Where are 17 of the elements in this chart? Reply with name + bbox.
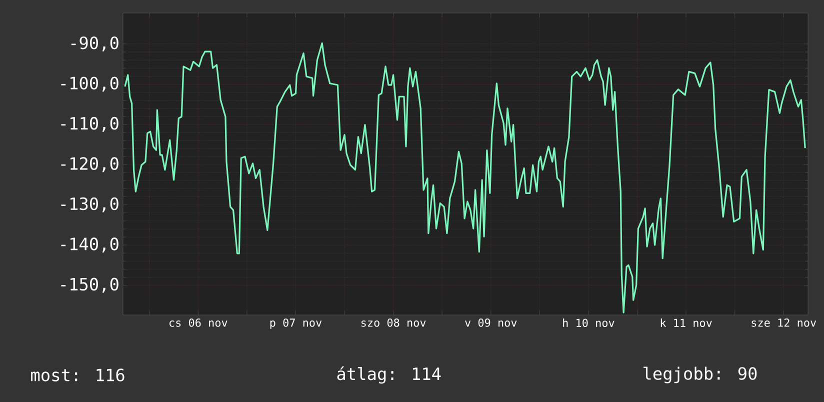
x-tick-label: szo 08 nov [361,318,426,327]
x-tick-label: sze 12 nov [752,318,816,327]
y-tick-label: -130,0 [61,197,118,212]
y-tick-label: -90,0 [71,36,118,52]
x-tick-label: cs 06 nov [170,318,228,327]
x-tick-label: k 11 nov [660,318,712,327]
text: legjobb: 90 [644,366,757,384]
x-tick-label: h 10 nov [563,318,614,327]
y-tick-label: -150,0 [61,278,118,293]
x-tick-label: v 09 nov [465,318,517,327]
y-tick-label: -110,0 [61,116,118,132]
y-tick-label: -120,0 [61,157,118,172]
x-tick-label: p 07 nov [270,318,322,329]
text: átlag: 114 [337,366,441,384]
y-tick-label: -100,0 [61,76,118,92]
y-tick-label: -140,0 [61,238,118,252]
text: most: 116 [31,368,124,382]
